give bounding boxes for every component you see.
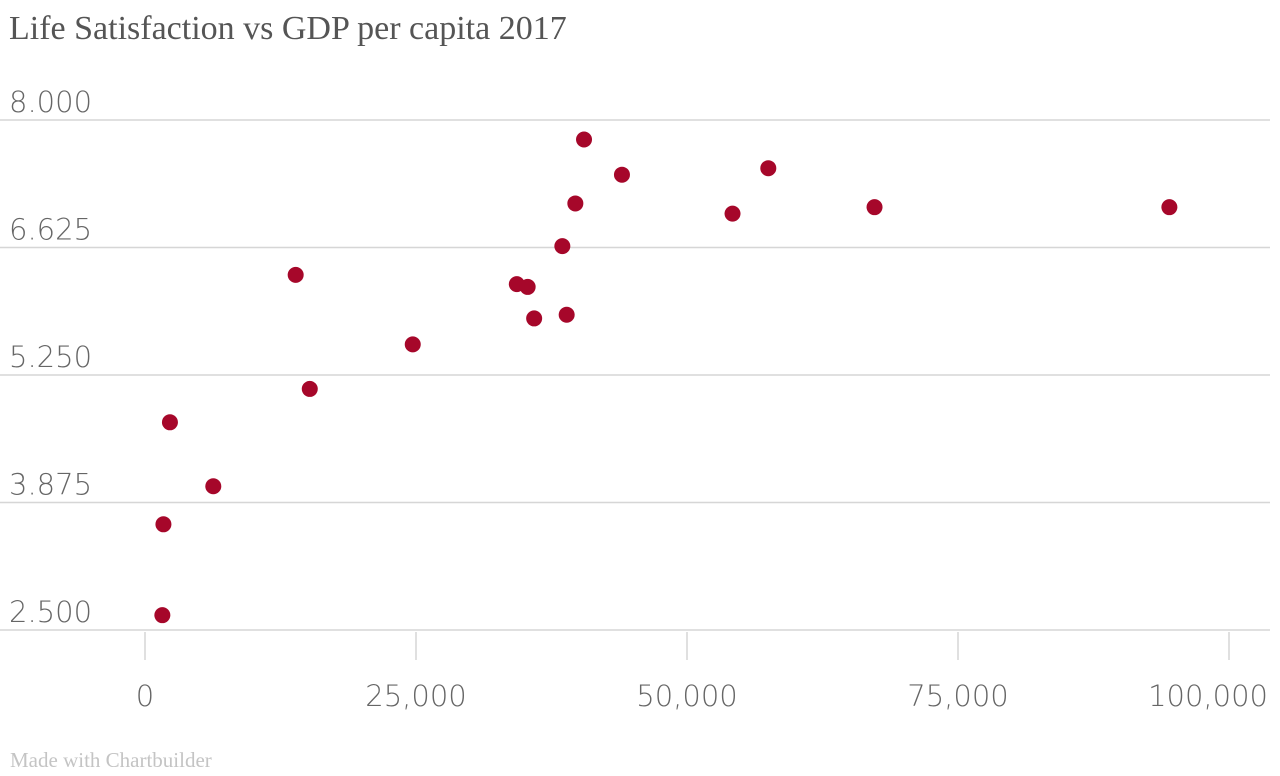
data-point[interactable] [155, 516, 172, 533]
y-axis: 2.500 3.875 5.250 6.625 8.000 [9, 85, 92, 629]
x-tick-label: 75,000 [907, 679, 1008, 713]
data-point[interactable] [866, 199, 883, 216]
y-tick-label: 5.250 [9, 340, 92, 374]
data-point[interactable] [760, 160, 777, 177]
data-point[interactable] [161, 414, 178, 431]
y-tick-label: 2.500 [9, 595, 92, 629]
data-point[interactable] [1161, 199, 1178, 216]
data-point[interactable] [576, 131, 593, 148]
data-point[interactable] [724, 205, 741, 222]
x-tick-label: 50,000 [636, 679, 737, 713]
chart-title: Life Satisfaction vs GDP per capita 2017 [9, 10, 567, 47]
data-point[interactable] [558, 306, 575, 323]
data-point[interactable] [154, 607, 171, 624]
data-points [154, 131, 1178, 624]
y-tick-label: 3.875 [9, 468, 92, 502]
data-point[interactable] [613, 166, 630, 183]
data-point[interactable] [287, 266, 304, 283]
x-tick-label: 100,000 [1148, 679, 1268, 713]
data-point[interactable] [301, 380, 318, 397]
data-point[interactable] [519, 278, 536, 295]
x-tick-label: 0 [136, 679, 154, 713]
x-axis: 0 25,000 50,000 75,000 100,000 [136, 632, 1268, 713]
data-point[interactable] [567, 195, 584, 212]
y-tick-label: 8.000 [9, 85, 92, 119]
data-point[interactable] [554, 238, 571, 255]
x-tick-label: 25,000 [365, 679, 466, 713]
data-point[interactable] [526, 310, 543, 327]
chart-credit: Made with Chartbuilder [10, 748, 212, 772]
data-point[interactable] [404, 336, 421, 353]
data-point[interactable] [205, 478, 222, 495]
y-tick-label: 6.625 [9, 213, 92, 247]
gridlines [0, 119, 1270, 631]
